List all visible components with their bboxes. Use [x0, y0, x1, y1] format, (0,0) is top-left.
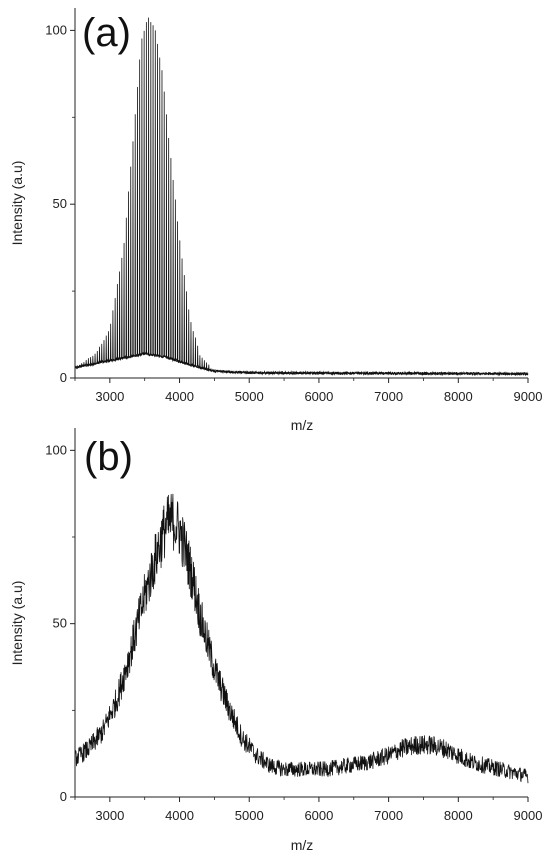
x-tick-label: 3000: [95, 808, 124, 823]
x-tick-label: 3000: [95, 389, 124, 404]
y-tick-label: 100: [45, 442, 67, 457]
x-tick-label: 9000: [514, 808, 543, 823]
x-tick-label: 4000: [165, 389, 194, 404]
panel-b-y-axis-title: Intensity (a.u): [9, 581, 25, 666]
panel-a-axes: 3000 4000 5000 6000 7000 8000 9000 0 50 100: [45, 8, 542, 404]
x-tick-label: 5000: [235, 808, 264, 823]
x-tick-label: 5000: [235, 389, 264, 404]
y-tick-label: 100: [45, 22, 67, 37]
x-tick-label: 4000: [165, 808, 194, 823]
y-tick-label: 0: [60, 789, 67, 804]
x-tick-label: 6000: [304, 808, 333, 823]
x-tick-label: 8000: [444, 389, 473, 404]
y-tick-label: 50: [53, 196, 67, 211]
x-tick-label: 7000: [374, 389, 403, 404]
panel-a-label: (a): [82, 11, 131, 55]
x-tick-label: 8000: [444, 808, 473, 823]
panel-a: 3000 4000 5000 6000 7000 8000 9000 0 50 100 (a) m…: [9, 8, 542, 433]
panel-b-axes: 3000 4000 5000 6000 7000 8000 9000 0 50 100: [45, 428, 542, 823]
y-tick-label: 0: [60, 370, 67, 385]
x-tick-label: 7000: [374, 808, 403, 823]
panel-a-y-axis-title: Intensity (a.u): [9, 161, 25, 246]
panel-b-label: (b): [84, 435, 133, 479]
panel-b: 3000 4000 5000 6000 7000 8000 9000 0 50 100 (b) m…: [9, 428, 542, 853]
panel-b-plot-area: [74, 493, 529, 784]
panel-b-x-axis-title: m/z: [291, 837, 314, 853]
x-tick-label: 9000: [514, 389, 543, 404]
panel-a-plot-area: [74, 17, 529, 377]
series-line: [74, 493, 529, 784]
x-tick-label: 6000: [304, 389, 333, 404]
series-line: [74, 17, 529, 376]
y-tick-label: 50: [53, 616, 67, 631]
panel-a-x-axis-title: m/z: [291, 417, 314, 433]
